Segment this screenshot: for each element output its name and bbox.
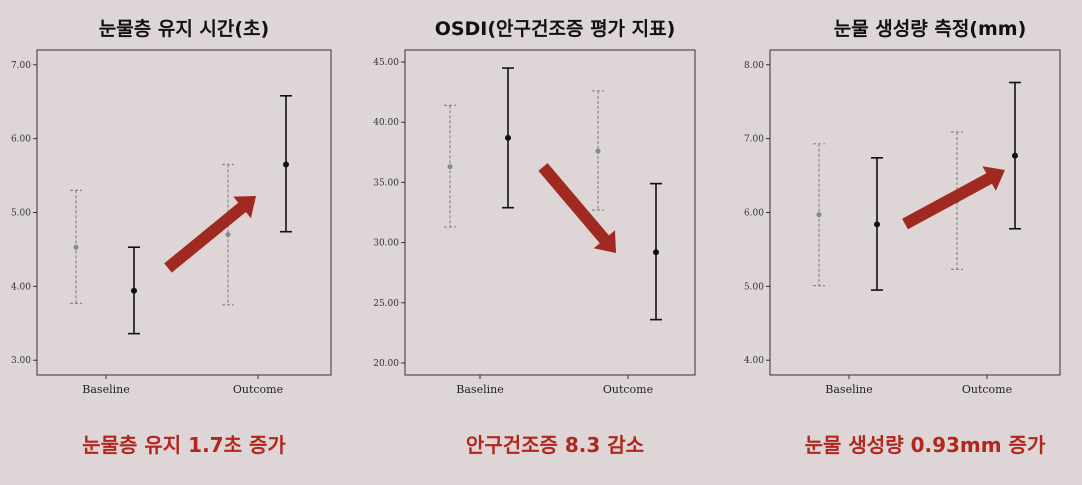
mean-point xyxy=(505,134,511,141)
mean-point xyxy=(73,244,79,250)
y-tick-label: 8.00 xyxy=(744,61,764,71)
y-tick-label: 35.00 xyxy=(373,178,399,188)
caption-osdi: 안구건조증 8.3 감소 xyxy=(465,433,645,457)
y-tick-label: 7.00 xyxy=(744,135,764,145)
chart-osdi: 20.00 25.00 30.00 35.00 40.00 45.00 Baseline Ou… xyxy=(373,49,696,396)
y-tick-label: 45.00 xyxy=(373,58,399,68)
y-tick-label: 25.00 xyxy=(373,299,399,309)
y-tick-label: 4.00 xyxy=(11,282,31,292)
y-tick-label: 6.00 xyxy=(744,209,764,219)
chart-title-tbut: 눈물층 유지 시간(초) xyxy=(98,18,270,40)
y-tick-label: 30.00 xyxy=(373,239,399,249)
y-tick-label: 20.00 xyxy=(373,359,399,369)
chart-title-schirmer: 눈물 생성량 측정(mm) xyxy=(833,18,1027,40)
mean-point xyxy=(1012,152,1018,159)
x-tick-label: Baseline xyxy=(456,383,503,396)
trend-arrow-icon xyxy=(902,166,1005,230)
chart-schirmer: 4.00 5.00 6.00 7.00 8.00 Baseline Outcome xyxy=(744,49,1061,396)
mean-point xyxy=(447,164,453,170)
mean-point xyxy=(225,232,231,238)
mean-point xyxy=(874,221,880,228)
caption-tbut: 눈물층 유지 1.7초 증가 xyxy=(82,433,286,457)
chart-tbut: 3.00 4.00 5.00 6.00 7.00 Baseline Outcome xyxy=(11,49,332,396)
x-tick-label: Baseline xyxy=(825,383,872,396)
trend-arrow-icon xyxy=(538,163,616,253)
trend-arrow-icon xyxy=(164,196,256,273)
mean-point xyxy=(653,249,659,256)
y-tick-label: 6.00 xyxy=(11,135,31,145)
mean-point xyxy=(131,287,137,294)
y-tick-label: 4.00 xyxy=(744,356,764,366)
caption-schirmer: 눈물 생성량 0.93mm 증가 xyxy=(804,433,1046,457)
y-tick-label: 7.00 xyxy=(11,61,31,71)
mean-point xyxy=(283,161,289,168)
x-tick-label: Outcome xyxy=(603,383,653,396)
plot-frame xyxy=(404,49,696,376)
mean-point xyxy=(595,148,601,154)
x-tick-label: Outcome xyxy=(233,383,283,396)
chart-title-osdi: OSDI(안구건조증 평가 지표) xyxy=(434,18,676,40)
mean-point xyxy=(816,212,822,218)
y-tick-label: 5.00 xyxy=(744,282,764,292)
x-tick-label: Baseline xyxy=(82,383,129,396)
y-tick-label: 40.00 xyxy=(373,118,399,128)
x-tick-label: Outcome xyxy=(962,383,1012,396)
y-tick-label: 3.00 xyxy=(11,356,31,366)
plot-frame xyxy=(36,49,332,376)
y-tick-label: 5.00 xyxy=(11,209,31,219)
